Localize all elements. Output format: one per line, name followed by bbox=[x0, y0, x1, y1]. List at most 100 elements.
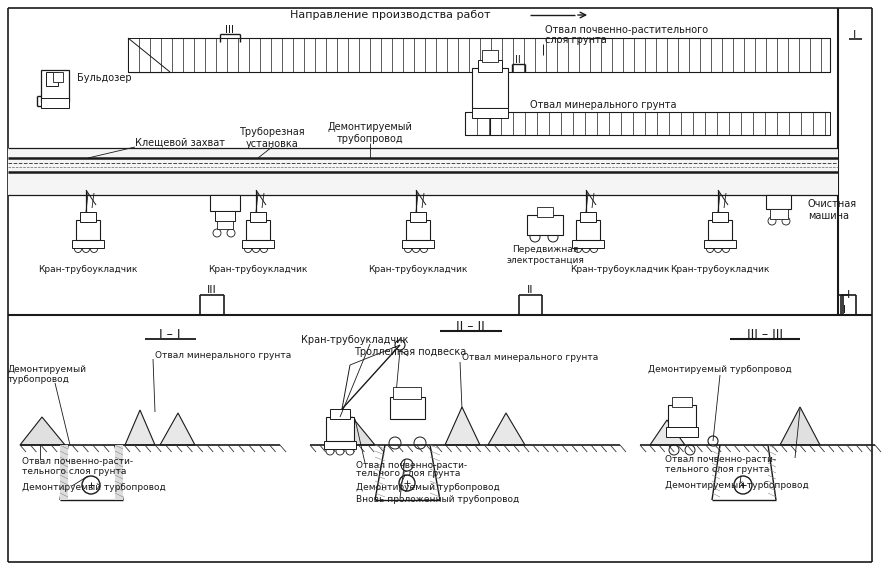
Text: III: III bbox=[226, 25, 235, 35]
Text: III – III: III – III bbox=[747, 328, 783, 341]
Text: Труборезная
установка: Труборезная установка bbox=[239, 127, 305, 149]
Text: Отвал почвенно-расти-: Отвал почвенно-расти- bbox=[356, 461, 467, 470]
Text: II – II: II – II bbox=[456, 320, 484, 333]
Circle shape bbox=[591, 246, 597, 253]
Circle shape bbox=[722, 246, 729, 253]
Bar bbox=[53, 72, 63, 82]
Circle shape bbox=[706, 246, 714, 253]
Bar bbox=[210, 195, 240, 211]
Text: Кран-трубоукладчик: Кран-трубоукладчик bbox=[369, 266, 467, 275]
Circle shape bbox=[91, 246, 98, 253]
Bar bbox=[8, 148, 838, 195]
Circle shape bbox=[83, 246, 89, 253]
Text: Отвал минерального грунта: Отвал минерального грунта bbox=[530, 100, 676, 110]
Bar bbox=[115, 445, 123, 500]
Bar bbox=[766, 195, 791, 209]
Bar bbox=[60, 445, 68, 500]
Circle shape bbox=[244, 246, 251, 253]
Bar bbox=[410, 212, 426, 222]
Circle shape bbox=[346, 447, 354, 455]
Circle shape bbox=[227, 229, 235, 237]
Polygon shape bbox=[780, 407, 820, 445]
Text: слоя грунта: слоя грунта bbox=[545, 35, 607, 45]
Bar bbox=[76, 220, 100, 240]
Circle shape bbox=[389, 437, 401, 449]
Text: Демонтируемый
трубопровод: Демонтируемый трубопровод bbox=[327, 122, 413, 144]
Polygon shape bbox=[330, 417, 375, 445]
Text: Передвижная
электростанция: Передвижная электростанция bbox=[506, 245, 584, 264]
Bar bbox=[465, 112, 830, 135]
Text: Отвал минерального грунта: Отвал минерального грунта bbox=[462, 353, 598, 363]
Circle shape bbox=[548, 232, 558, 242]
Text: Кран-трубоукладчик: Кран-трубоукладчик bbox=[302, 335, 408, 345]
Text: Троллейная подвеска: Троллейная подвеска bbox=[354, 347, 466, 357]
Circle shape bbox=[685, 445, 695, 455]
Circle shape bbox=[530, 232, 540, 242]
Bar bbox=[576, 220, 600, 240]
Circle shape bbox=[414, 437, 426, 449]
Bar bbox=[246, 220, 270, 240]
Bar bbox=[668, 405, 696, 429]
Circle shape bbox=[399, 475, 415, 491]
Circle shape bbox=[336, 447, 344, 455]
Bar bbox=[46, 72, 58, 86]
Text: I: I bbox=[854, 30, 856, 40]
Text: I: I bbox=[847, 290, 849, 300]
Text: Демонтируемый турбопровод: Демонтируемый турбопровод bbox=[356, 483, 500, 492]
Text: тельного слоя грунта: тельного слоя грунта bbox=[356, 470, 460, 478]
Bar bbox=[666, 427, 698, 437]
Polygon shape bbox=[128, 38, 170, 72]
Bar bbox=[41, 70, 69, 102]
Text: Вновь проложенный трубопровод: Вновь проложенный трубопровод bbox=[356, 495, 519, 504]
Text: Демонтируемый турбопровод: Демонтируемый турбопровод bbox=[648, 365, 792, 374]
Circle shape bbox=[714, 246, 721, 253]
Text: Бульдозер: Бульдозер bbox=[77, 73, 131, 83]
Circle shape bbox=[669, 445, 679, 455]
Bar bbox=[128, 38, 830, 72]
Text: III: III bbox=[207, 285, 217, 295]
Bar bbox=[572, 240, 604, 248]
Text: Клещевой захват: Клещевой захват bbox=[135, 138, 225, 148]
Text: Очистная
машина: Очистная машина bbox=[808, 199, 857, 221]
Bar bbox=[250, 212, 266, 222]
Circle shape bbox=[413, 246, 420, 253]
Bar bbox=[472, 68, 508, 108]
Polygon shape bbox=[20, 417, 65, 445]
Circle shape bbox=[708, 436, 718, 446]
Circle shape bbox=[401, 459, 413, 471]
Circle shape bbox=[782, 217, 790, 225]
Bar bbox=[393, 387, 421, 399]
Text: Демонтируемый турбопровод: Демонтируемый турбопровод bbox=[22, 483, 166, 492]
Circle shape bbox=[326, 447, 334, 455]
Circle shape bbox=[213, 229, 221, 237]
Circle shape bbox=[582, 246, 589, 253]
Text: Демонтируемый турбопровод: Демонтируемый турбопровод bbox=[665, 482, 809, 491]
Circle shape bbox=[768, 217, 776, 225]
Text: II: II bbox=[527, 285, 534, 295]
Polygon shape bbox=[488, 413, 525, 445]
Circle shape bbox=[395, 340, 405, 350]
Bar bbox=[80, 212, 96, 222]
Bar bbox=[672, 397, 692, 407]
Bar bbox=[324, 441, 356, 449]
Text: II: II bbox=[515, 55, 521, 65]
Bar bbox=[478, 60, 502, 72]
Text: I – I: I – I bbox=[160, 328, 181, 341]
Bar bbox=[580, 212, 596, 222]
Text: Отвал почвенно-расти-: Отвал почвенно-расти- bbox=[665, 455, 776, 465]
Text: Демонтируемый: Демонтируемый bbox=[8, 365, 87, 374]
Circle shape bbox=[252, 246, 259, 253]
Bar bbox=[242, 240, 274, 248]
Circle shape bbox=[82, 476, 100, 494]
Polygon shape bbox=[125, 410, 155, 445]
Text: Отвал почвенно-расти-: Отвал почвенно-расти- bbox=[22, 458, 133, 466]
Text: Отвал минерального грунта: Отвал минерального грунта bbox=[155, 351, 291, 360]
Circle shape bbox=[405, 246, 412, 253]
Circle shape bbox=[260, 246, 267, 253]
Bar bbox=[712, 212, 728, 222]
Bar bbox=[482, 50, 498, 62]
Bar bbox=[41, 98, 69, 108]
Text: Кран-трубоукладчик: Кран-трубоукладчик bbox=[571, 266, 669, 275]
Text: тельного слоя грунта: тельного слоя грунта bbox=[665, 465, 769, 474]
Circle shape bbox=[421, 246, 428, 253]
